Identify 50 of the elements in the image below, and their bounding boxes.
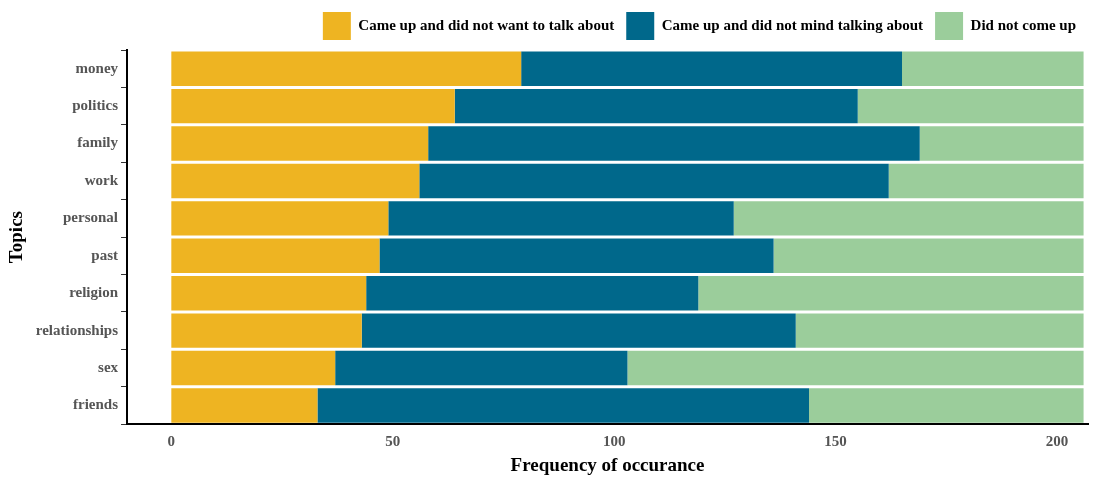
bar xyxy=(773,238,1084,274)
x-tick-label: 200 xyxy=(1045,433,1069,450)
y-tick-label: money xyxy=(75,59,119,76)
bar xyxy=(428,126,920,161)
y-tick-label: personal xyxy=(63,209,119,226)
bar xyxy=(857,88,1084,124)
bar xyxy=(171,163,420,199)
bar xyxy=(361,313,796,348)
bar xyxy=(171,88,455,124)
bar xyxy=(627,350,1084,386)
bar xyxy=(171,51,522,86)
bar xyxy=(733,201,1084,236)
y-tick-label: sex xyxy=(98,358,119,375)
bar xyxy=(698,276,1084,311)
bar xyxy=(171,126,429,161)
bar xyxy=(919,126,1084,161)
y-tick-label: family xyxy=(77,134,119,151)
bar xyxy=(335,350,628,386)
bar xyxy=(388,201,734,236)
bar xyxy=(902,51,1084,86)
y-tick-label: religion xyxy=(69,284,119,301)
x-axis-title: Frequency of occurance xyxy=(510,453,705,475)
legend-label: Came up and did not mind talking about xyxy=(661,16,924,33)
bar xyxy=(366,276,699,311)
bar xyxy=(454,88,858,124)
y-tick-label: relationships xyxy=(35,321,119,338)
y-tick-label: politics xyxy=(72,97,119,113)
bar xyxy=(521,51,903,86)
x-tick-label: 50 xyxy=(385,433,401,450)
x-tick-label: 0 xyxy=(167,433,176,450)
bar xyxy=(171,276,367,311)
bar xyxy=(171,350,336,386)
x-tick-label: 100 xyxy=(602,433,626,450)
legend-label: Did not come up xyxy=(970,16,1077,33)
bar xyxy=(171,313,362,348)
y-tick-label: friends xyxy=(73,396,119,413)
bar xyxy=(171,388,318,423)
bar xyxy=(888,163,1084,199)
bar xyxy=(809,388,1084,423)
bar xyxy=(171,238,380,274)
y-tick-label: past xyxy=(91,246,119,263)
bar xyxy=(795,313,1084,348)
y-axis-title: Topics xyxy=(5,211,27,264)
x-tick-label: 150 xyxy=(824,433,847,450)
legend-label: Came up and did not want to talk about xyxy=(358,16,615,33)
y-tick-label: work xyxy=(84,171,119,188)
bar xyxy=(379,238,774,274)
bar xyxy=(317,388,810,423)
bar xyxy=(171,201,389,236)
bar xyxy=(419,163,889,199)
